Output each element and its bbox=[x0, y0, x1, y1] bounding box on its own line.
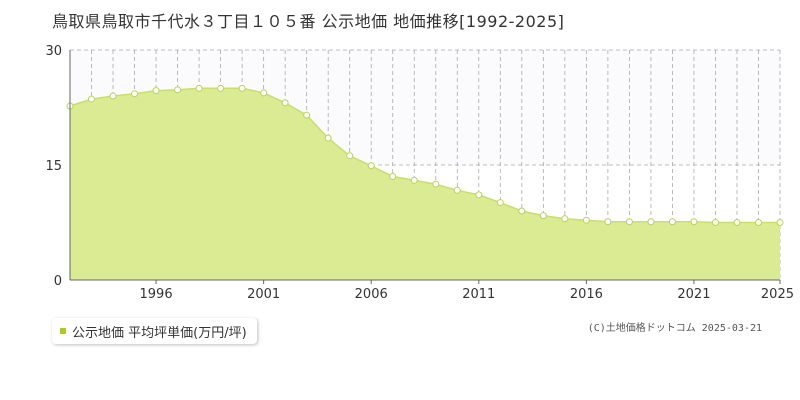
data-point bbox=[324, 134, 332, 142]
data-point bbox=[281, 99, 289, 107]
data-point bbox=[539, 212, 547, 220]
data-point bbox=[733, 219, 741, 226]
data-point bbox=[453, 186, 461, 194]
data-point bbox=[346, 152, 354, 160]
data-point bbox=[518, 207, 526, 215]
chart-title: 鳥取県鳥取市千代水３丁目１０５番 公示地価 地価推移[1992-2025] bbox=[52, 12, 565, 31]
y-tick-labels: 0 15 30 bbox=[45, 44, 62, 289]
x-tick-label: 2011 bbox=[462, 287, 495, 302]
data-point bbox=[303, 111, 311, 119]
data-point bbox=[260, 89, 268, 97]
data-point bbox=[238, 84, 246, 92]
data-point bbox=[389, 173, 397, 180]
data-point bbox=[625, 218, 633, 226]
x-tick-label: 2025 bbox=[761, 287, 794, 302]
credit-text: (C)土地価格ドットコム 2025-03-21 bbox=[587, 323, 762, 334]
data-point bbox=[131, 90, 139, 98]
data-point bbox=[668, 218, 676, 226]
data-point bbox=[410, 176, 418, 184]
price-markers bbox=[66, 84, 784, 226]
x-tick-labels: 1996 2001 2006 2011 2016 2021 2025 bbox=[140, 280, 794, 302]
data-point bbox=[690, 218, 698, 226]
legend: 公示地価 平均坪単価(万円/坪) bbox=[52, 318, 257, 344]
data-point bbox=[88, 95, 96, 103]
data-point bbox=[604, 218, 612, 226]
price-line bbox=[69, 87, 780, 224]
data-point bbox=[561, 215, 569, 223]
data-point bbox=[647, 218, 655, 226]
data-point bbox=[109, 92, 117, 100]
data-point bbox=[217, 84, 225, 92]
y-tick-label: 0 bbox=[54, 274, 62, 289]
data-point bbox=[475, 191, 483, 199]
data-point bbox=[367, 162, 375, 170]
data-point bbox=[195, 84, 203, 92]
data-point bbox=[496, 199, 504, 207]
data-point bbox=[432, 180, 440, 188]
x-tick-label: 2001 bbox=[247, 287, 280, 302]
legend-swatch bbox=[60, 328, 66, 334]
data-point bbox=[754, 219, 762, 226]
data-point bbox=[174, 86, 182, 94]
data-point bbox=[152, 87, 160, 95]
data-point bbox=[582, 216, 590, 224]
y-tick-label: 15 bbox=[45, 159, 62, 174]
x-tick-label: 2016 bbox=[570, 287, 603, 302]
data-point bbox=[711, 219, 719, 226]
x-tick-label: 2006 bbox=[355, 287, 388, 302]
x-tick-label: 2021 bbox=[677, 287, 710, 302]
data-point bbox=[776, 219, 784, 226]
y-tick-label: 30 bbox=[45, 44, 62, 59]
x-tick-label: 1996 bbox=[140, 287, 173, 302]
legend-label: 公示地価 平均坪単価(万円/坪) bbox=[72, 325, 247, 341]
price-area bbox=[70, 88, 780, 280]
